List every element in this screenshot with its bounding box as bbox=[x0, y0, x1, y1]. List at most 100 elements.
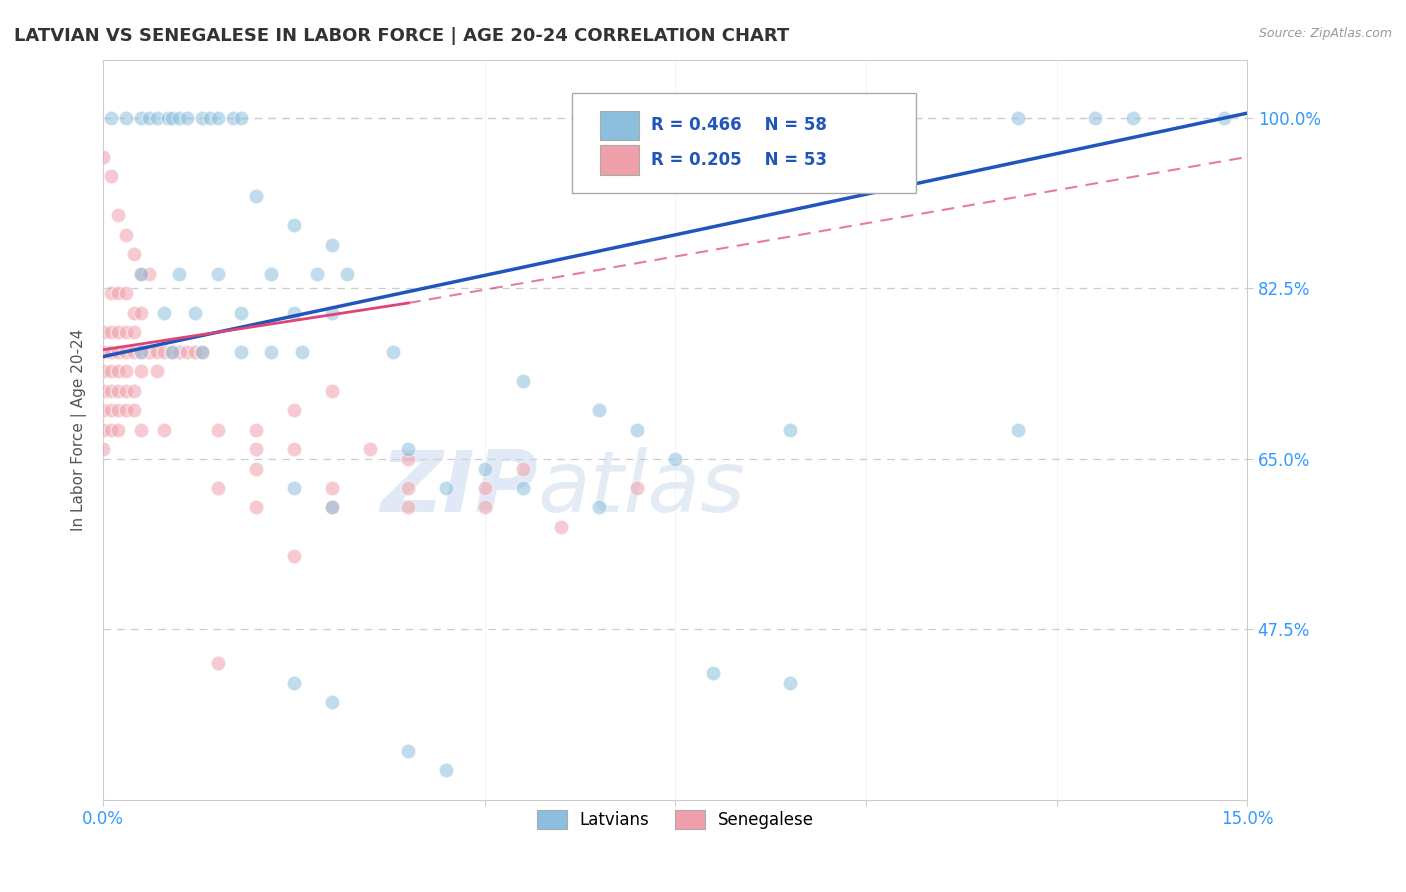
Point bbox=[122, 344, 145, 359]
Point bbox=[207, 111, 229, 125]
Point bbox=[283, 306, 305, 320]
FancyBboxPatch shape bbox=[572, 93, 915, 193]
Point bbox=[160, 344, 183, 359]
Point bbox=[145, 364, 167, 378]
Point bbox=[283, 218, 305, 232]
Point bbox=[283, 481, 305, 495]
Point bbox=[184, 306, 207, 320]
Point bbox=[359, 442, 381, 456]
Point bbox=[436, 481, 458, 495]
Point bbox=[207, 481, 229, 495]
Point bbox=[191, 344, 214, 359]
Point bbox=[321, 500, 343, 515]
Point bbox=[100, 423, 122, 437]
Point bbox=[245, 442, 267, 456]
Point bbox=[145, 111, 167, 125]
Point bbox=[91, 344, 114, 359]
Point bbox=[283, 675, 305, 690]
Point bbox=[245, 189, 267, 203]
Point bbox=[779, 675, 801, 690]
Point bbox=[160, 344, 183, 359]
FancyBboxPatch shape bbox=[600, 145, 638, 175]
Point bbox=[664, 451, 686, 466]
Point bbox=[436, 764, 458, 778]
Point bbox=[100, 403, 122, 417]
Point bbox=[131, 344, 153, 359]
Point bbox=[382, 344, 405, 359]
Point bbox=[131, 267, 153, 281]
Point bbox=[512, 481, 534, 495]
Point bbox=[131, 364, 153, 378]
Point bbox=[588, 403, 610, 417]
Point bbox=[283, 403, 305, 417]
Point bbox=[131, 306, 153, 320]
Point bbox=[100, 364, 122, 378]
Point bbox=[100, 169, 122, 184]
Point bbox=[91, 423, 114, 437]
Point bbox=[107, 364, 129, 378]
Point bbox=[169, 344, 191, 359]
Point bbox=[321, 695, 343, 709]
Point bbox=[336, 267, 359, 281]
Point bbox=[1007, 111, 1029, 125]
Point bbox=[321, 306, 343, 320]
Point bbox=[474, 500, 496, 515]
Point bbox=[91, 403, 114, 417]
Point bbox=[702, 665, 724, 680]
Point bbox=[107, 423, 129, 437]
Point bbox=[396, 481, 419, 495]
Point bbox=[550, 520, 572, 534]
Point bbox=[176, 344, 198, 359]
Text: R = 0.466    N = 58: R = 0.466 N = 58 bbox=[651, 117, 827, 135]
Point bbox=[115, 403, 138, 417]
Point bbox=[91, 384, 114, 398]
Point bbox=[115, 344, 138, 359]
Point bbox=[191, 344, 214, 359]
Point bbox=[100, 384, 122, 398]
Point bbox=[100, 286, 122, 301]
Point bbox=[512, 374, 534, 388]
Point bbox=[122, 403, 145, 417]
Point bbox=[115, 227, 138, 242]
Point bbox=[229, 111, 252, 125]
Point bbox=[207, 267, 229, 281]
Point bbox=[122, 384, 145, 398]
Point bbox=[122, 306, 145, 320]
Point bbox=[474, 461, 496, 475]
Point bbox=[115, 111, 138, 125]
Point bbox=[153, 306, 176, 320]
Point bbox=[198, 111, 221, 125]
Point bbox=[91, 150, 114, 164]
Point bbox=[1122, 111, 1144, 125]
Point bbox=[512, 461, 534, 475]
FancyBboxPatch shape bbox=[600, 111, 638, 140]
Point bbox=[131, 344, 153, 359]
Y-axis label: In Labor Force | Age 20-24: In Labor Force | Age 20-24 bbox=[72, 328, 87, 531]
Text: R = 0.205    N = 53: R = 0.205 N = 53 bbox=[651, 152, 827, 169]
Point bbox=[100, 111, 122, 125]
Point bbox=[157, 111, 180, 125]
Point bbox=[305, 267, 328, 281]
Point bbox=[131, 111, 153, 125]
Point bbox=[122, 247, 145, 261]
Point bbox=[396, 500, 419, 515]
Point bbox=[626, 481, 648, 495]
Point bbox=[169, 267, 191, 281]
Point bbox=[91, 325, 114, 339]
Point bbox=[207, 657, 229, 671]
Point bbox=[245, 423, 267, 437]
Point bbox=[138, 344, 160, 359]
Point bbox=[1213, 111, 1236, 125]
Point bbox=[107, 286, 129, 301]
Point bbox=[131, 423, 153, 437]
Point bbox=[229, 306, 252, 320]
Point bbox=[184, 344, 207, 359]
Point bbox=[229, 344, 252, 359]
Point bbox=[626, 423, 648, 437]
Point bbox=[474, 481, 496, 495]
Point bbox=[176, 111, 198, 125]
Point bbox=[245, 461, 267, 475]
Point bbox=[260, 344, 283, 359]
Point bbox=[1084, 111, 1107, 125]
Point bbox=[107, 208, 129, 222]
